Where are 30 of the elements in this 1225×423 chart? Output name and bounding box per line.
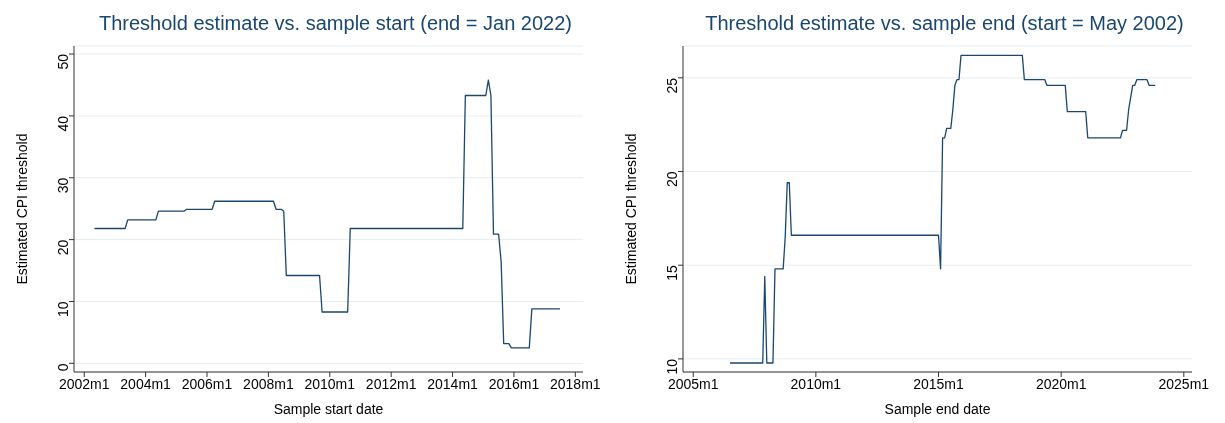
y-axis-title: Estimated CPI threshold: [13, 133, 30, 285]
x-tick-label: 2002m1: [58, 375, 110, 392]
x-tick-label: 2004m1: [120, 375, 172, 392]
x-tick-label: 2020m1: [1035, 375, 1087, 392]
y-tick-label: 15: [663, 265, 680, 281]
x-tick-label: 2025m1: [1158, 375, 1210, 392]
x-tick-label: 2010m1: [304, 375, 356, 392]
x-tick-label: 2005m1: [667, 375, 719, 392]
y-axis-title: Estimated CPI threshold: [622, 133, 639, 285]
x-tick-label: 2006m1: [181, 375, 233, 392]
x-tick-label: 2008m1: [243, 375, 294, 392]
y-tick-label: 10: [663, 358, 680, 375]
x-tick-label: 2015m1: [913, 375, 965, 392]
x-axis-title: Sample start date: [273, 401, 384, 417]
y-tick-label: 20: [54, 239, 71, 256]
y-tick-label: 20: [663, 171, 680, 188]
x-tick-label: 2018m1: [550, 375, 601, 392]
y-tick-label: 0: [54, 363, 71, 372]
y-tick-label: 50: [54, 53, 71, 70]
x-tick-label: 2012m1: [365, 375, 417, 392]
x-tick-label: 2014m1: [427, 375, 479, 392]
y-tick-label: 40: [54, 115, 71, 132]
x-axis-title: Sample end date: [884, 401, 991, 417]
x-tick-label: 2010m1: [790, 375, 842, 392]
chart-title: Threshold estimate vs. sample start (end = Jan 2022): [98, 11, 573, 36]
chart-title: Threshold estimate vs. sample end (start = May 2002): [704, 11, 1185, 36]
x-tick-label: 2016m1: [488, 375, 540, 392]
y-tick-label: 10: [54, 301, 71, 318]
y-tick-label: 25: [663, 77, 680, 94]
y-tick-label: 30: [54, 177, 71, 194]
